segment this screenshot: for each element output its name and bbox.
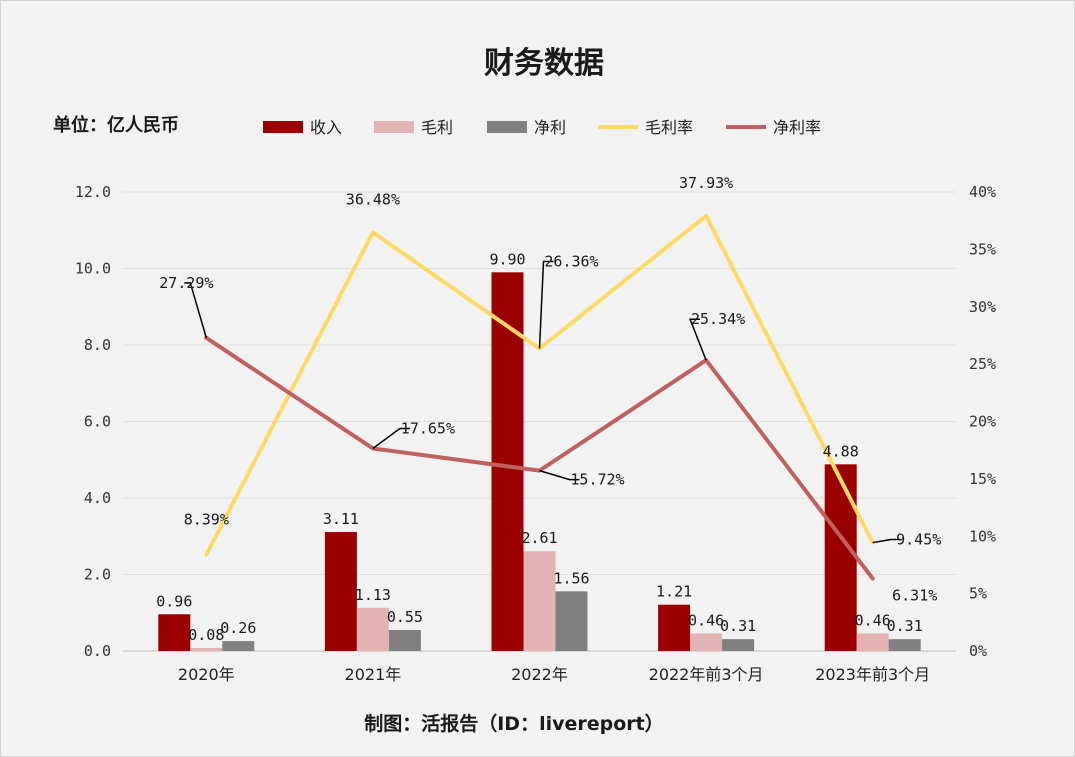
category-label: 2022年 [511, 665, 568, 684]
legend-item-净利: 净利 [487, 118, 566, 137]
line-label-净利率: 6.31% [892, 587, 937, 605]
left-axis: 0.0 2.0 4.0 6.0 8.0 10.0 12.0 [75, 183, 111, 660]
bar-label-收入: 0.96 [156, 592, 192, 610]
bar-label-净利: 0.31 [720, 617, 756, 635]
bar-label-净利: 0.31 [887, 617, 923, 635]
line-label-毛利率: 9.45% [896, 531, 941, 549]
gridlines [123, 191, 956, 652]
bar-净利 [888, 639, 921, 651]
bar-收入 [324, 532, 357, 651]
line-label-毛利率: 26.36% [544, 253, 598, 271]
bar-series [158, 272, 921, 651]
category-labels: 2020年 2021年 2022年 2022年前3个月 2023年前3个月 [178, 665, 930, 684]
line-label-净利率: 17.65% [401, 419, 455, 437]
bar-label-收入: 1.21 [656, 583, 692, 601]
right-tick-label: 5% [969, 585, 987, 603]
bar-收入 [658, 604, 691, 651]
bar-label-毛利: 1.13 [355, 586, 391, 604]
legend-label: 净利 [534, 118, 566, 137]
bar-净利 [222, 641, 255, 651]
category-label: 2021年 [345, 665, 402, 684]
category-label: 2020年 [178, 665, 235, 684]
bar-label-毛利: 0.08 [188, 626, 224, 644]
leader-line [184, 282, 208, 339]
legend-swatch [374, 121, 414, 133]
bar-净利 [555, 591, 588, 651]
legend-item-毛利: 毛利 [374, 118, 453, 137]
legend-label: 毛利率 [645, 118, 693, 137]
bar-净利 [388, 629, 421, 651]
category-label: 2022年前3个月 [649, 665, 764, 684]
right-tick-label: 15% [969, 470, 996, 488]
left-tick-label: 6.0 [84, 413, 111, 431]
left-tick-label: 4.0 [84, 489, 111, 507]
bar-label-收入: 3.11 [323, 510, 359, 528]
line-series [204, 213, 875, 581]
bar-收入 [824, 464, 857, 651]
legend-item-净利率: 净利率 [726, 118, 821, 137]
line-label-毛利率: 36.48% [346, 190, 400, 208]
bar-毛利 [356, 607, 389, 651]
bar-label-毛利: 2.61 [521, 529, 557, 547]
right-tick-label: 20% [969, 413, 996, 431]
bar-毛利 [856, 633, 889, 651]
bar-收入 [158, 614, 191, 651]
legend: 收入 毛利 净利 毛利率 净利率 [263, 118, 821, 137]
leader-line [538, 260, 554, 349]
chart-title: 财务数据 [484, 46, 604, 81]
line-毛利率 [204, 213, 875, 557]
left-tick-label: 10.0 [75, 260, 111, 278]
line-label-净利率: 15.72% [570, 471, 624, 489]
legend-label: 收入 [310, 118, 342, 137]
bar-净利 [722, 639, 755, 651]
right-tick-label: 10% [969, 527, 996, 545]
bar-毛利 [523, 551, 556, 651]
right-tick-label: 0% [969, 642, 987, 660]
right-tick-label: 40% [969, 183, 996, 201]
legend-label: 净利率 [773, 118, 821, 137]
right-axis: 0% 5% 10% 15% 20% 25% 30% 35% 40% [969, 183, 996, 660]
bar-label-净利: 0.55 [387, 608, 423, 626]
bar-label-毛利: 0.46 [688, 611, 724, 629]
bar-毛利 [190, 647, 223, 651]
category-label: 2023年前3个月 [815, 665, 930, 684]
bar-毛利 [690, 633, 723, 651]
right-tick-label: 25% [969, 355, 996, 373]
line-label-毛利率: 37.93% [679, 174, 733, 192]
right-tick-label: 35% [969, 240, 996, 258]
legend-swatch [263, 121, 303, 133]
leader-line [372, 427, 410, 450]
legend-swatch [487, 121, 527, 133]
left-tick-label: 2.0 [84, 566, 111, 584]
line-label-毛利率: 8.39% [184, 511, 229, 529]
left-tick-label: 12.0 [75, 183, 111, 201]
legend-item-收入: 收入 [263, 118, 342, 137]
line-label-净利率: 25.34% [691, 310, 745, 328]
leader-line [689, 318, 707, 361]
unit-label: 单位：亿人民币 [53, 114, 179, 136]
left-tick-label: 8.0 [84, 336, 111, 354]
bar-label-毛利: 0.46 [855, 611, 891, 629]
chart-footer: 制图：活报告（ID：livereport） [364, 712, 664, 735]
data-labels: 0.96 3.11 9.90 1.21 4.88 0.08 1.13 2.61 0.46 0.46… [156, 174, 941, 644]
left-tick-label: 0.0 [84, 642, 111, 660]
bar-label-收入: 9.90 [489, 250, 525, 268]
leader-line [872, 538, 901, 544]
bar-label-收入: 4.88 [823, 442, 859, 460]
right-tick-label: 30% [969, 298, 996, 316]
bar-收入 [491, 272, 524, 651]
legend-item-毛利率: 毛利率 [598, 118, 693, 137]
bar-label-净利: 0.26 [220, 619, 256, 637]
leader-line [539, 469, 580, 481]
line-label-净利率: 27.29% [159, 274, 213, 292]
legend-label: 毛利 [421, 118, 453, 137]
bar-label-净利: 1.56 [553, 569, 589, 587]
